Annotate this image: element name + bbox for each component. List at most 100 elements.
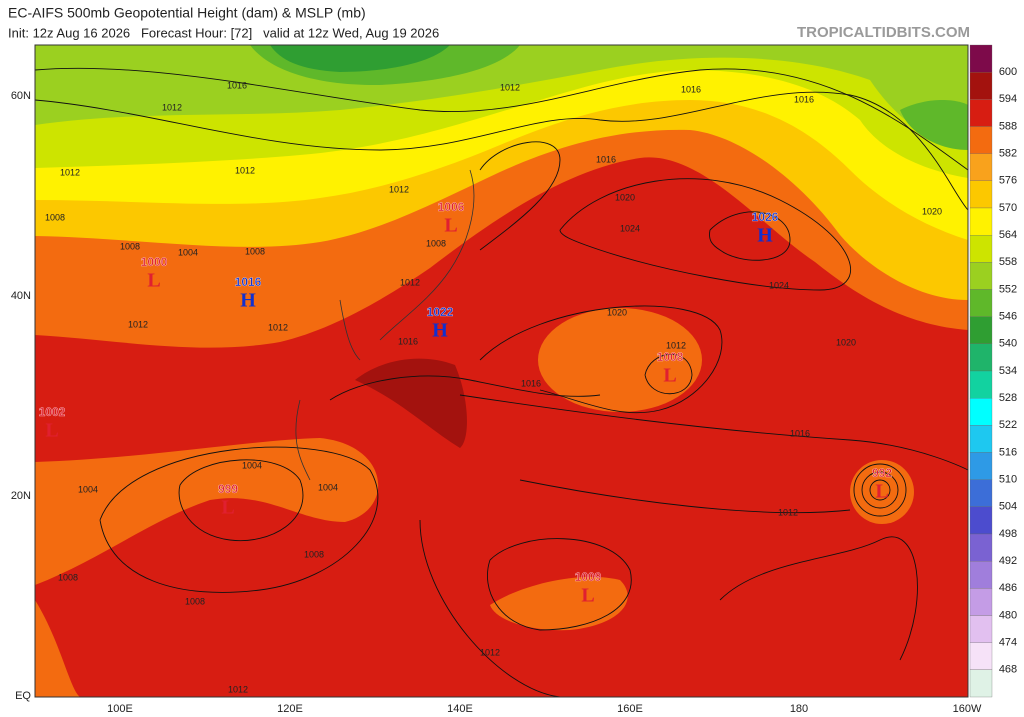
isobar-label: 1012: [162, 102, 182, 112]
isobar-label: 1004: [178, 247, 198, 257]
colorbar-label-bg: [995, 634, 1023, 651]
lon-label: 120E: [277, 703, 303, 715]
isobar-label: 1016: [227, 80, 247, 90]
colorbar-swatch: [969, 180, 993, 209]
colorbar-swatch: [969, 235, 993, 263]
colorbar-swatch: [969, 479, 993, 507]
colorbar-label: 570: [999, 202, 1017, 214]
colorbar-label: 588: [999, 120, 1017, 132]
colorbar-label-bg: [995, 172, 1023, 189]
colorbar-swatch: [969, 398, 993, 426]
colorbar-label: 510: [999, 474, 1017, 486]
isobar-label: 1020: [607, 307, 627, 317]
center-pressure: 1016: [235, 275, 262, 289]
colorbar-label: 498: [999, 528, 1017, 540]
colorbar-label-bg: [995, 64, 1023, 81]
brand: TROPICALTIDBITS.COM: [797, 24, 970, 41]
map-frame: [34, 44, 969, 698]
isobar-label: 1012: [389, 184, 409, 194]
center-letter: L: [581, 585, 594, 607]
colorbar-label: 486: [999, 582, 1017, 594]
colorbar-swatch: [969, 289, 993, 317]
colorbar-swatch: [969, 615, 993, 643]
lat-label: 40N: [11, 290, 31, 302]
center-letter: H: [757, 225, 773, 247]
colorbar-label: 552: [999, 283, 1017, 295]
center-pressure: 999: [218, 482, 238, 496]
colorbar-swatch: [969, 669, 993, 698]
colorbar-swatch: [969, 44, 993, 73]
center-pressure: 1000: [141, 255, 168, 269]
center-letter: L: [663, 365, 676, 387]
colorbar-label-bg: [995, 254, 1023, 271]
isobar-label: 1012: [235, 165, 255, 175]
colorbar-label: 564: [999, 229, 1017, 241]
colorbar-swatch: [969, 370, 993, 399]
lon-label: 160E: [617, 703, 643, 715]
isobar-label: 1008: [245, 246, 265, 256]
colorbar-label-bg: [995, 553, 1023, 570]
lon-label: 100E: [107, 703, 133, 715]
center-pressure: 1002: [39, 405, 66, 419]
isobar-label: 1012: [268, 322, 288, 332]
center-letter: L: [444, 215, 457, 237]
colorbar-label: 534: [999, 365, 1017, 377]
colorbar-swatch: [969, 425, 993, 453]
isobar-label: 1024: [620, 223, 640, 233]
colorbar-swatch: [969, 533, 993, 562]
colorbar-label-bg: [995, 661, 1023, 678]
isobar-label: 1020: [922, 206, 942, 216]
center-letter: L: [221, 497, 234, 519]
colorbar-swatch: [969, 316, 993, 344]
colorbar-label-bg: [995, 308, 1023, 325]
isobar-label: 1016: [521, 378, 541, 388]
lat-label: 60N: [11, 90, 31, 102]
isobar-label: 1020: [615, 192, 635, 202]
colorbar-swatch: [969, 126, 993, 154]
isobar-label: 1008: [185, 596, 205, 606]
colorbar-label: 522: [999, 419, 1017, 431]
isobar-label: 1008: [120, 241, 140, 251]
colorbar-label: 600: [999, 66, 1017, 78]
isobar-label: 1024: [769, 280, 789, 290]
colorbar-label: 546: [999, 311, 1017, 323]
colorbar-label-bg: [995, 200, 1023, 216]
colorbar-swatch: [969, 343, 993, 372]
isobar-label: 1016: [398, 336, 418, 346]
center-letter: H: [240, 290, 256, 312]
colorbar-label: 558: [999, 256, 1017, 268]
colorbar-label-bg: [995, 444, 1023, 461]
colorbar-label-bg: [995, 498, 1023, 515]
isobar-label: 1012: [400, 277, 420, 287]
isobar-label: 1008: [426, 238, 446, 248]
colorbar-swatch: [969, 588, 993, 616]
colorbar-swatch: [969, 99, 993, 127]
subtitle: Init: 12z Aug 16 2026 Forecast Hour: [72…: [8, 25, 439, 40]
isobar-label: 1008: [58, 572, 78, 582]
colorbar-label-bg: [995, 91, 1023, 108]
colorbar-label-bg: [995, 227, 1023, 244]
colorbar-swatch: [969, 642, 993, 670]
isobar-label: 1020: [836, 337, 856, 347]
lon-label: 180: [790, 703, 808, 715]
center-pressure: 1008: [657, 350, 684, 364]
colorbar-swatch: [969, 452, 993, 480]
colorbar-label: 594: [999, 93, 1017, 105]
colorbar-label: 492: [999, 555, 1017, 567]
center-pressure: 1009: [575, 570, 602, 584]
colorbar-label: 528: [999, 392, 1017, 404]
isobar-label: 1012: [500, 82, 520, 92]
isobar-label: 1012: [228, 684, 248, 694]
colorbar-swatch: [969, 262, 993, 290]
colorbar-label-bg: [995, 145, 1023, 162]
center-letter: L: [147, 270, 160, 292]
colorbar-label: 474: [999, 637, 1017, 649]
map-field: [35, 45, 968, 697]
center-pressure: 1022: [427, 305, 454, 319]
colorbar-swatch: [969, 207, 993, 236]
isobar-label: 1004: [242, 460, 262, 470]
lon-label: 160W: [953, 703, 982, 715]
isobar-label: 1012: [666, 340, 686, 350]
